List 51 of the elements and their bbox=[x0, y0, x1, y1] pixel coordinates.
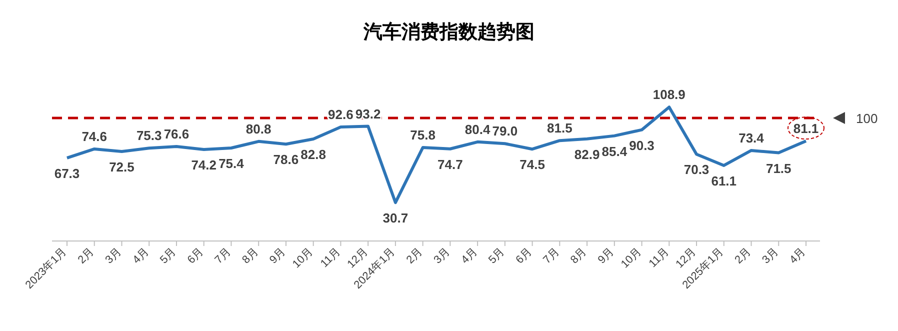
data-label: 82.9 bbox=[574, 146, 600, 162]
x-tick-label: 4月 bbox=[130, 246, 152, 266]
data-label: 82.8 bbox=[300, 146, 326, 162]
data-label: 79.0 bbox=[492, 124, 518, 139]
data-label: 74.5 bbox=[520, 157, 545, 172]
data-label: 80.4 bbox=[464, 122, 491, 137]
x-tick-label: 9月 bbox=[267, 246, 288, 266]
x-tick-label: 8月 bbox=[240, 246, 261, 266]
x-tick-label: 4月 bbox=[459, 246, 480, 266]
data-label: 74.6 bbox=[82, 128, 108, 144]
data-label: 80.8 bbox=[246, 121, 272, 136]
x-tick-label: 3月 bbox=[760, 246, 781, 266]
x-tick-label: 5月 bbox=[158, 246, 179, 266]
x-tick-label: 11月 bbox=[646, 246, 672, 270]
data-label: 81.5 bbox=[547, 120, 572, 136]
data-label: 73.4 bbox=[738, 130, 765, 146]
data-label: 108.9 bbox=[652, 87, 686, 102]
data-label: 71.5 bbox=[766, 160, 792, 176]
x-tick-label: 6月 bbox=[514, 246, 534, 266]
x-tick-label: 9月 bbox=[596, 246, 617, 266]
data-label: 75.4 bbox=[218, 156, 245, 172]
x-tick-label: 4月 bbox=[788, 246, 808, 266]
x-tick-label: 6月 bbox=[185, 246, 206, 266]
data-label: 85.4 bbox=[602, 144, 628, 159]
x-tick-label: 2月 bbox=[732, 246, 754, 266]
data-label: 74.2 bbox=[191, 157, 217, 172]
data-label: 90.3 bbox=[629, 138, 654, 153]
chart-title: 汽车消费指数趋势图 bbox=[362, 21, 534, 43]
data-label: 61.1 bbox=[711, 173, 737, 188]
data-label: 75.8 bbox=[410, 128, 436, 143]
x-tick-label: 3月 bbox=[432, 246, 452, 266]
data-label: 74.7 bbox=[438, 156, 463, 172]
x-tick-label: 8月 bbox=[568, 246, 590, 266]
x-tick-label: 3月 bbox=[103, 246, 124, 266]
x-tick-label: 5月 bbox=[486, 246, 508, 266]
data-label: 30.7 bbox=[382, 210, 408, 226]
data-label: 75.3 bbox=[136, 128, 162, 144]
x-tick-label: 2月 bbox=[404, 246, 425, 266]
x-tick-label: 7月 bbox=[541, 246, 562, 266]
data-label: 81.1 bbox=[793, 121, 819, 136]
x-tick-label: 11月 bbox=[318, 246, 343, 270]
data-label: 76.6 bbox=[164, 126, 190, 142]
data-label: 78.6 bbox=[273, 152, 299, 168]
data-label: 72.5 bbox=[109, 160, 134, 175]
x-tick-label: 10月 bbox=[618, 246, 644, 271]
x-tick-label: 10月 bbox=[290, 246, 316, 271]
data-label: 70.3 bbox=[684, 162, 710, 178]
x-tick-label: 2月 bbox=[76, 246, 96, 266]
x-tick-label: 7月 bbox=[212, 246, 234, 266]
data-label: 67.3 bbox=[54, 166, 80, 181]
ref-line-label: 100 bbox=[856, 111, 878, 126]
